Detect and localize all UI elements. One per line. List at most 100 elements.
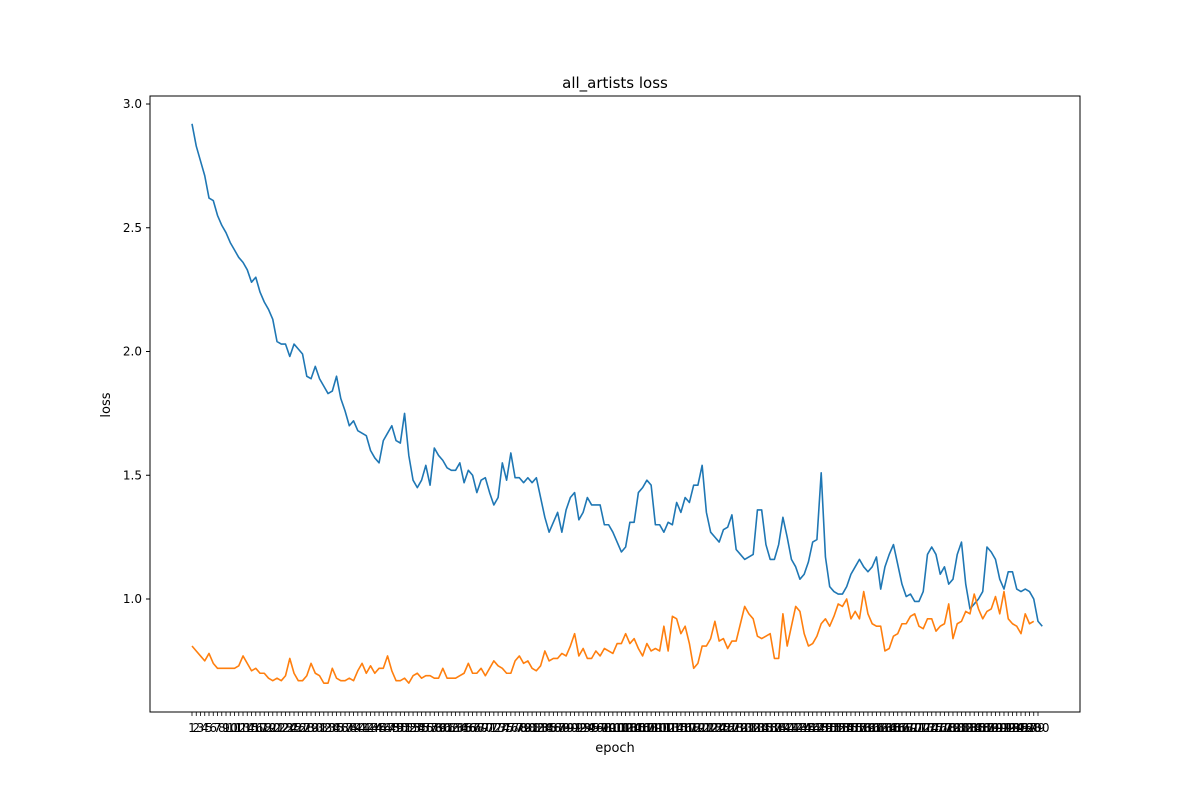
- x-tick-label: 9: [222, 721, 230, 735]
- x-tick-label: 129: [725, 721, 748, 735]
- x-tick-label: 120: [686, 721, 709, 735]
- x-tick-label: 117: [674, 721, 697, 735]
- x-tick-label: 154: [831, 721, 854, 735]
- x-tick-label: 197: [1014, 721, 1037, 735]
- x-tick-label: 20: [265, 721, 280, 735]
- x-tick-label: 148: [805, 721, 828, 735]
- x-tick-label: 52: [401, 721, 416, 735]
- x-tick-label: 49: [388, 721, 403, 735]
- x-tick-label: 161: [861, 721, 884, 735]
- x-tick-label: 32: [316, 721, 331, 735]
- x-tick-label: 78: [512, 721, 527, 735]
- x-tick-label: 143: [784, 721, 807, 735]
- x-tick-label: 64: [452, 721, 467, 735]
- x-tick-label: 90: [563, 721, 578, 735]
- x-tick-label: 124: [703, 721, 726, 735]
- x-tick-label: 86: [546, 721, 561, 735]
- x-tick-label: 60: [435, 721, 450, 735]
- x-tick-label: 158: [848, 721, 871, 735]
- x-axis: 1234567891011121314151617181920212223242…: [188, 712, 1049, 735]
- x-tick-label: 75: [499, 721, 514, 735]
- x-tick-label: 11: [227, 721, 242, 735]
- x-tick-label: 18: [257, 721, 272, 735]
- y-axis-label: loss: [99, 392, 114, 417]
- x-tick-label: 91: [567, 721, 582, 735]
- x-tick-label: 81: [524, 721, 539, 735]
- x-tick-label: 25: [286, 721, 301, 735]
- x-tick-label: 178: [933, 721, 956, 735]
- x-tick-label: 16: [248, 721, 263, 735]
- x-tick-label: 54: [410, 721, 425, 735]
- x-tick-label: 30: [308, 721, 323, 735]
- x-tick-label: 82: [529, 721, 544, 735]
- x-tick-label: 101: [606, 721, 629, 735]
- x-tick-label: 188: [976, 721, 999, 735]
- x-tick-label: 42: [359, 721, 374, 735]
- x-tick-label: 135: [750, 721, 773, 735]
- x-tick-label: 79: [516, 721, 531, 735]
- x-tick-label: 137: [759, 721, 782, 735]
- x-tick-label: 177: [929, 721, 952, 735]
- x-tick-label: 51: [397, 721, 412, 735]
- x-tick-label: 40: [350, 721, 365, 735]
- x-tick-label: 119: [682, 721, 705, 735]
- x-tick-label: 133: [742, 721, 765, 735]
- x-tick-label: 193: [997, 721, 1020, 735]
- x-tick-label: 15: [244, 721, 259, 735]
- x-tick-label: 35: [329, 721, 344, 735]
- x-axis-label: epoch: [595, 741, 635, 756]
- x-tick-label: 108: [635, 721, 658, 735]
- x-tick-label: 160: [856, 721, 879, 735]
- x-tick-label: 14: [240, 721, 255, 735]
- x-tick-label: 55: [414, 721, 429, 735]
- x-tick-label: 41: [354, 721, 369, 735]
- x-tick-label: 104: [618, 721, 641, 735]
- x-tick-label: 48: [384, 721, 399, 735]
- x-tick-label: 113: [657, 721, 680, 735]
- x-tick-label: 175: [920, 721, 943, 735]
- x-tick-label: 38: [342, 721, 357, 735]
- x-tick-label: 115: [665, 721, 688, 735]
- x-tick-label: 181: [946, 721, 969, 735]
- x-tick-label: 172: [908, 721, 931, 735]
- x-tick-label: 77: [507, 721, 522, 735]
- x-tick-label: 27: [295, 721, 310, 735]
- x-tick-label: 21: [269, 721, 284, 735]
- x-tick-label: 7: [214, 721, 222, 735]
- x-tick-label: 94: [580, 721, 595, 735]
- x-tick-label: 50: [393, 721, 408, 735]
- x-tick-label: 123: [699, 721, 722, 735]
- x-tick-label: 167: [886, 721, 909, 735]
- x-tick-label: 134: [746, 721, 769, 735]
- x-tick-label: 136: [754, 721, 777, 735]
- x-tick-label: 34: [325, 721, 340, 735]
- x-tick-label: 157: [844, 721, 867, 735]
- x-tick-label: 26: [291, 721, 306, 735]
- x-tick-label: 128: [720, 721, 743, 735]
- x-tick-label: 179: [937, 721, 960, 735]
- x-tick-label: 44: [367, 721, 382, 735]
- chart-title: all_artists loss: [562, 74, 668, 93]
- x-tick-label: 162: [865, 721, 888, 735]
- x-tick-label: 10: [223, 721, 238, 735]
- x-tick-label: 85: [541, 721, 556, 735]
- x-tick-label: 102: [610, 721, 633, 735]
- x-tick-label: 99: [601, 721, 616, 735]
- y-tick-label: 2.0: [123, 345, 142, 359]
- x-tick-label: 140: [771, 721, 794, 735]
- x-tick-label: 76: [503, 721, 518, 735]
- x-tick-label: 105: [623, 721, 646, 735]
- x-tick-label: 152: [822, 721, 845, 735]
- x-tick-label: 73: [490, 721, 505, 735]
- x-tick-label: 97: [592, 721, 607, 735]
- x-tick-label: 103: [614, 721, 637, 735]
- x-tick-label: 185: [963, 721, 986, 735]
- x-tick-label: 13: [235, 721, 250, 735]
- x-tick-label: 159: [852, 721, 875, 735]
- x-tick-label: 100: [601, 721, 624, 735]
- x-tick-label: 31: [312, 721, 327, 735]
- x-tick-label: 132: [737, 721, 760, 735]
- x-tick-label: 170: [899, 721, 922, 735]
- x-tick-label: 2: [192, 721, 200, 735]
